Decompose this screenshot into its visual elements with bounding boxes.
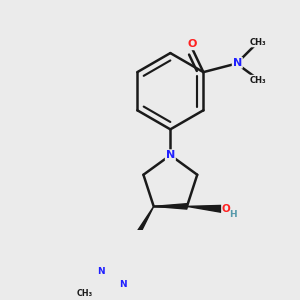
- Polygon shape: [154, 204, 187, 209]
- Text: N: N: [166, 150, 175, 160]
- Text: CH₃: CH₃: [77, 289, 93, 298]
- Text: CH₃: CH₃: [249, 38, 266, 46]
- Text: CH₃: CH₃: [249, 76, 266, 85]
- Text: O: O: [222, 204, 231, 214]
- Text: N: N: [120, 280, 127, 290]
- Text: O: O: [188, 39, 197, 49]
- Polygon shape: [187, 206, 222, 212]
- Text: H: H: [229, 211, 236, 220]
- Text: N: N: [233, 58, 242, 68]
- Polygon shape: [130, 206, 154, 245]
- Text: N: N: [97, 267, 105, 276]
